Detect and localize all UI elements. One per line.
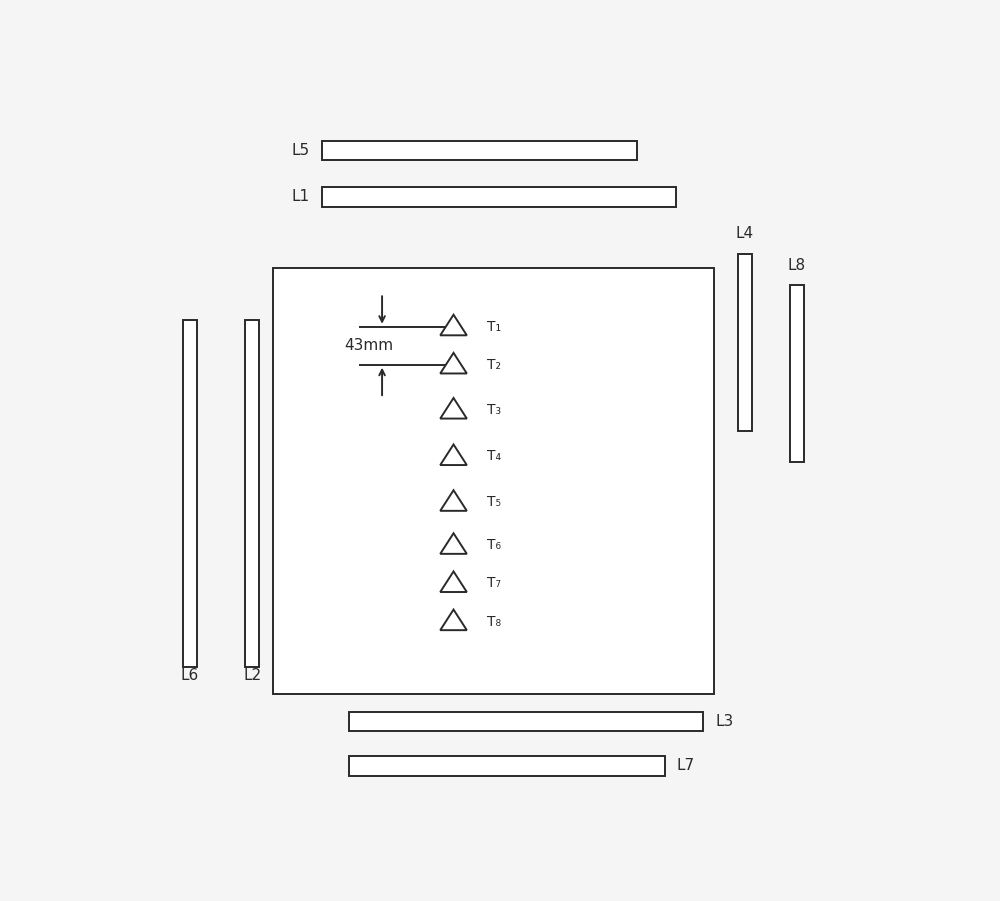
Text: L2: L2: [243, 668, 261, 683]
Bar: [738, 254, 752, 431]
Text: L6: L6: [181, 668, 199, 683]
Text: T₈: T₈: [487, 614, 501, 629]
Polygon shape: [440, 610, 467, 630]
Text: L3: L3: [715, 714, 733, 729]
Bar: [349, 712, 703, 731]
Polygon shape: [440, 533, 467, 554]
Polygon shape: [440, 314, 467, 335]
Text: L5: L5: [291, 143, 309, 158]
Text: L7: L7: [677, 759, 695, 773]
Bar: [273, 268, 714, 695]
Bar: [183, 320, 197, 667]
Text: T₆: T₆: [487, 538, 501, 552]
Text: T₂: T₂: [487, 358, 501, 372]
Polygon shape: [440, 490, 467, 511]
Text: T₄: T₄: [487, 450, 501, 463]
Text: T₅: T₅: [487, 496, 501, 509]
Bar: [349, 756, 665, 776]
Text: T₇: T₇: [487, 577, 501, 590]
Bar: [245, 320, 259, 667]
Bar: [322, 141, 637, 160]
Polygon shape: [440, 571, 467, 592]
Polygon shape: [440, 444, 467, 465]
Bar: [322, 187, 676, 206]
Text: T₃: T₃: [487, 403, 501, 417]
Text: L8: L8: [788, 258, 806, 272]
Text: T₁: T₁: [487, 320, 501, 333]
Text: 43mm: 43mm: [345, 338, 394, 353]
Polygon shape: [440, 398, 467, 419]
Text: L1: L1: [291, 189, 309, 205]
Polygon shape: [440, 353, 467, 374]
Bar: [790, 285, 804, 462]
Text: L4: L4: [736, 226, 754, 241]
